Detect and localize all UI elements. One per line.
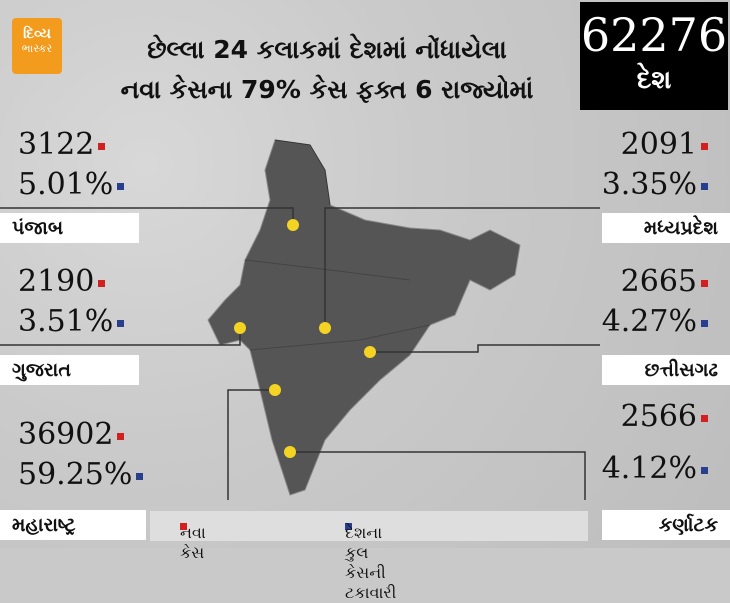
india-map	[207, 139, 521, 496]
gujarat-new-cases: 2190	[18, 265, 106, 299]
country-label: દેશ	[636, 65, 672, 95]
headline-line1: છેલ્લા 24 કલાકમાં દેશમાં નોંધાયેલા	[147, 35, 507, 64]
state-label-gujarat: ગુજરાત	[0, 355, 139, 385]
state-label-chhattisgarh: છત્તીસગઢ	[602, 355, 730, 385]
headline-line2: નવા કેસના 79% કેસ ફક્ત 6 રાજ્યોમાં	[120, 75, 534, 104]
punjab-percent: 5.01%	[18, 168, 125, 202]
state-label-madhya-pradesh: મધ્યપ્રદેશ	[602, 213, 730, 243]
punjab-new-cases: 3122	[18, 128, 106, 162]
country-cases: 62276	[580, 8, 728, 62]
karnataka-new-cases: 2566	[621, 400, 708, 434]
india-outline	[207, 139, 521, 496]
country-total-box: 62276 દેશ	[580, 2, 728, 110]
chhattisgarh-new-cases: 2665	[621, 265, 708, 299]
mp-percent: 3.35%	[602, 168, 708, 202]
divya-bhaskar-logo: દિવ્ય ભાસ્કર	[12, 18, 62, 74]
logo-line1: દિવ્ય	[23, 26, 51, 42]
legend: નવા કેસ દેશના કુલ કેસની ટકાવારી	[150, 511, 588, 602]
maharashtra-percent: 59.25%	[18, 458, 144, 492]
logo-line2: ભાસ્કર	[21, 42, 53, 55]
marker-chhattisgarh	[364, 346, 376, 358]
maharashtra-new-cases: 36902	[18, 418, 125, 452]
marker-madhya-pradesh	[319, 322, 331, 334]
connector-lines	[0, 207, 600, 500]
headline: છેલ્લા 24 કલાકમાં દેશમાં નોંધાયેલા નવા ક…	[92, 30, 562, 110]
marker-gujarat	[234, 322, 246, 334]
mp-new-cases: 2091	[621, 128, 708, 162]
gujarat-percent: 3.51%	[18, 305, 125, 339]
state-label-karnataka: કર્ણાટક	[602, 510, 730, 540]
karnataka-percent: 4.12%	[602, 452, 708, 486]
state-label-maharashtra: મહારાષ્ટ્ર	[0, 510, 146, 540]
marker-karnataka	[284, 446, 296, 458]
chhattisgarh-percent: 4.27%	[602, 305, 708, 339]
marker-punjab	[287, 219, 299, 231]
marker-maharashtra	[269, 384, 281, 396]
state-label-punjab: પંજાબ	[0, 213, 139, 243]
